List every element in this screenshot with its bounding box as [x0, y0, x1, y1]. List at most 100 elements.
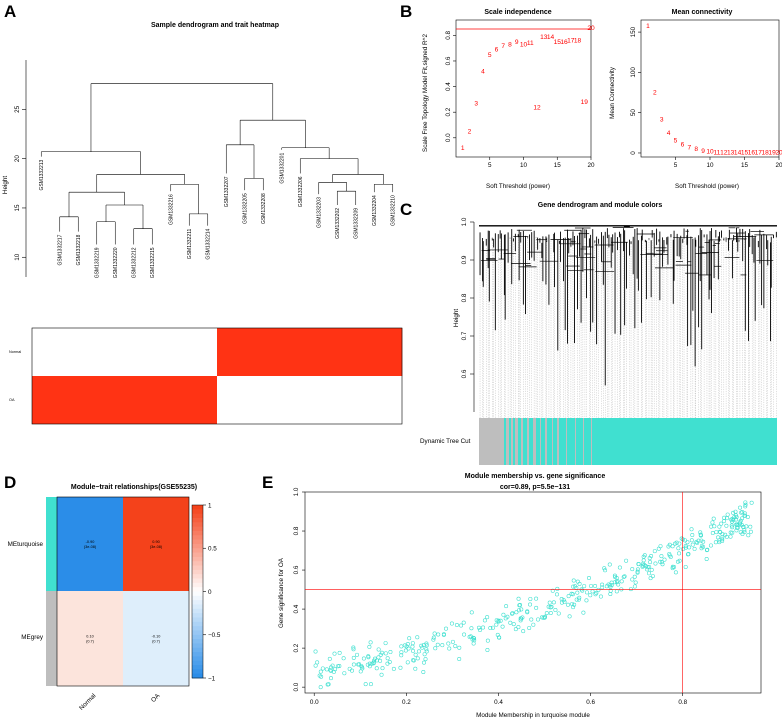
- gene-point: [677, 541, 682, 546]
- trait-heat-cell: [50, 376, 70, 424]
- gene-point: [729, 523, 734, 528]
- gene-point: [738, 518, 743, 523]
- gene-point: [635, 569, 640, 574]
- gene-point: [632, 584, 637, 589]
- gene-point: [399, 644, 404, 649]
- scale-swatch: [192, 600, 203, 605]
- gene-point: [361, 656, 366, 661]
- gene-point: [662, 557, 667, 562]
- panel-a-y-label: Height: [2, 176, 9, 194]
- gene-point: [467, 634, 472, 639]
- gene-point: [446, 641, 451, 646]
- gene-point: [315, 660, 320, 665]
- power-point-label: 17: [567, 38, 575, 45]
- gene-point: [544, 611, 549, 616]
- gene-point: [385, 656, 390, 661]
- gene-point: [355, 652, 360, 657]
- gene-point: [624, 558, 629, 563]
- gene-point: [594, 590, 599, 595]
- gene-point: [743, 500, 748, 505]
- scale-swatch: [192, 621, 203, 627]
- gene-point: [528, 602, 533, 607]
- panel-b2-title: Mean connectivity: [672, 9, 733, 16]
- gene-point: [399, 650, 404, 655]
- gene-point: [534, 596, 539, 601]
- panel-c-ticks: 0.6 0.7 0.8 0.9 1.0: [461, 217, 474, 378]
- gene-point: [720, 532, 725, 537]
- scale-swatch: [192, 617, 203, 623]
- scale-swatch: [192, 673, 203, 679]
- sample-dendrogram: [40, 83, 394, 245]
- gene-point: [494, 622, 499, 627]
- power-point-label: 12: [533, 104, 541, 111]
- gene-point: [471, 641, 476, 646]
- scale-swatch: [192, 587, 203, 592]
- e-xtick-label: 0.6: [586, 699, 595, 706]
- c-ytick-label: 0.6: [461, 369, 468, 378]
- sample-leaf-label: GSM1332215: [150, 247, 156, 278]
- e-xtick-label: 0.0: [310, 699, 319, 706]
- gene-point: [370, 661, 375, 666]
- scale-swatch: [192, 548, 203, 553]
- power-point-label: 19: [581, 99, 589, 106]
- gene-point: [485, 638, 490, 643]
- gene-point: [731, 518, 736, 523]
- gene-point: [449, 621, 454, 626]
- sample-leaf-label: GSM1332209: [354, 208, 360, 239]
- gene-point: [724, 523, 729, 528]
- scale-swatch: [192, 634, 203, 640]
- module-grey-stripe: [515, 418, 518, 465]
- gene-point: [740, 531, 745, 536]
- gene-point: [328, 668, 333, 673]
- gene-point: [500, 624, 505, 629]
- gene-point: [379, 672, 384, 677]
- power-point-label: 3: [660, 116, 664, 123]
- panel-a: A Sample dendrogram and trait heatmap 10…: [2, 2, 403, 425]
- scale-tick-label: 0: [208, 589, 212, 596]
- gene-point: [575, 590, 580, 595]
- panel-e-points: [313, 500, 754, 690]
- gene-point: [570, 601, 575, 606]
- gene-point: [598, 594, 603, 599]
- scale-swatch: [192, 574, 203, 579]
- gene-point: [673, 570, 678, 575]
- panel-e-x-label: Module Membership in turquoise module: [476, 712, 590, 719]
- scale-swatch: [192, 530, 203, 536]
- gene-point: [686, 551, 691, 556]
- gene-point: [363, 682, 368, 687]
- gene-point: [632, 574, 637, 579]
- gene-point: [685, 540, 690, 545]
- gene-point: [546, 604, 551, 609]
- a-ytick-label: 25: [14, 105, 21, 113]
- gene-point: [580, 588, 585, 593]
- gene-point: [590, 589, 595, 594]
- module-grey-stripe: [511, 418, 513, 465]
- sample-leaf-label: GSM1332201: [280, 153, 286, 184]
- gene-point: [513, 627, 518, 632]
- color-scale-legend: 1 0.5 0 −0.5 −1: [191, 502, 221, 682]
- scale-swatch: [192, 509, 203, 515]
- trait-heat-cell: [161, 376, 181, 424]
- e-ytick-label: 0.0: [293, 682, 300, 691]
- scale-swatch: [192, 647, 203, 653]
- gene-point: [457, 656, 462, 661]
- a-ytick-label: 20: [14, 155, 21, 163]
- trait-heat-cell: [254, 376, 273, 424]
- gene-point: [742, 513, 747, 518]
- gene-point: [510, 611, 515, 616]
- e-ytick-label: 0.6: [293, 565, 300, 574]
- scale-tick-label: 1: [208, 502, 212, 509]
- sample-leaf-label: GSM1332208: [261, 193, 267, 224]
- gene-point: [577, 595, 582, 600]
- trait-heatmap: [31, 327, 403, 425]
- gene-point: [432, 631, 437, 636]
- x-tick-label: 5: [674, 162, 678, 169]
- trait-heat-cell: [69, 376, 88, 424]
- gene-point: [521, 629, 526, 634]
- gene-point: [704, 557, 709, 562]
- gene-point: [565, 602, 570, 607]
- gene-point: [740, 516, 745, 521]
- power-point-label: 6: [495, 47, 499, 54]
- trait-heat-cell: [365, 376, 384, 424]
- gene-point: [698, 533, 703, 538]
